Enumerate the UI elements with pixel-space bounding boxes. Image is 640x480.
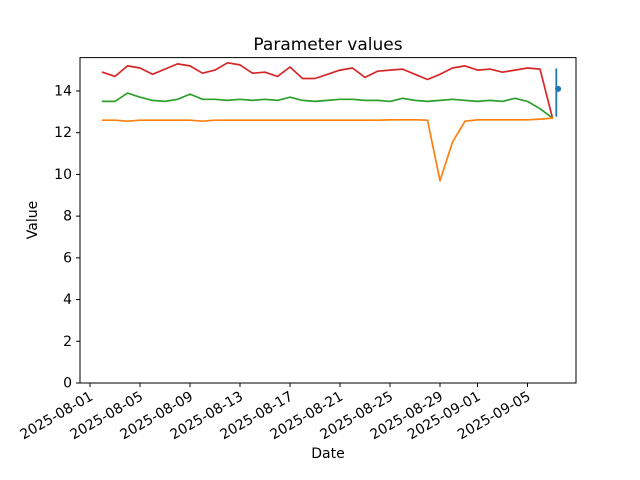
series-red: [101, 61, 554, 119]
plot-spines: [79, 57, 577, 384]
y-axis-tick-label: 8: [63, 209, 72, 225]
y-axis-tick-label: 0: [63, 376, 72, 392]
y-axis-tick-label: 14: [54, 83, 72, 99]
series-green-line: [101, 92, 554, 119]
series-orange: [101, 117, 554, 182]
y-axis-tick-label: 10: [54, 167, 72, 183]
series-green: [101, 92, 554, 119]
series-blue-marker-dot: [555, 85, 562, 92]
y-axis-tick-label: 4: [63, 292, 72, 308]
y-axis-tick-label: 2: [63, 334, 72, 350]
chart-title: Parameter values: [253, 35, 403, 55]
y-axis: 0 2 4 6 8 10 12 14: [54, 83, 80, 392]
series-blue: [555, 68, 562, 117]
series-orange-line: [101, 117, 554, 182]
series-red-line: [101, 61, 554, 119]
x-axis: 2025-08-012025-08-052025-08-092025-08-13…: [18, 383, 534, 443]
y-axis-tick-label: 12: [54, 125, 72, 141]
y-axis-label: Value: [25, 200, 41, 240]
x-axis-label: Date: [311, 446, 345, 462]
y-axis-tick-label: 6: [63, 250, 72, 266]
